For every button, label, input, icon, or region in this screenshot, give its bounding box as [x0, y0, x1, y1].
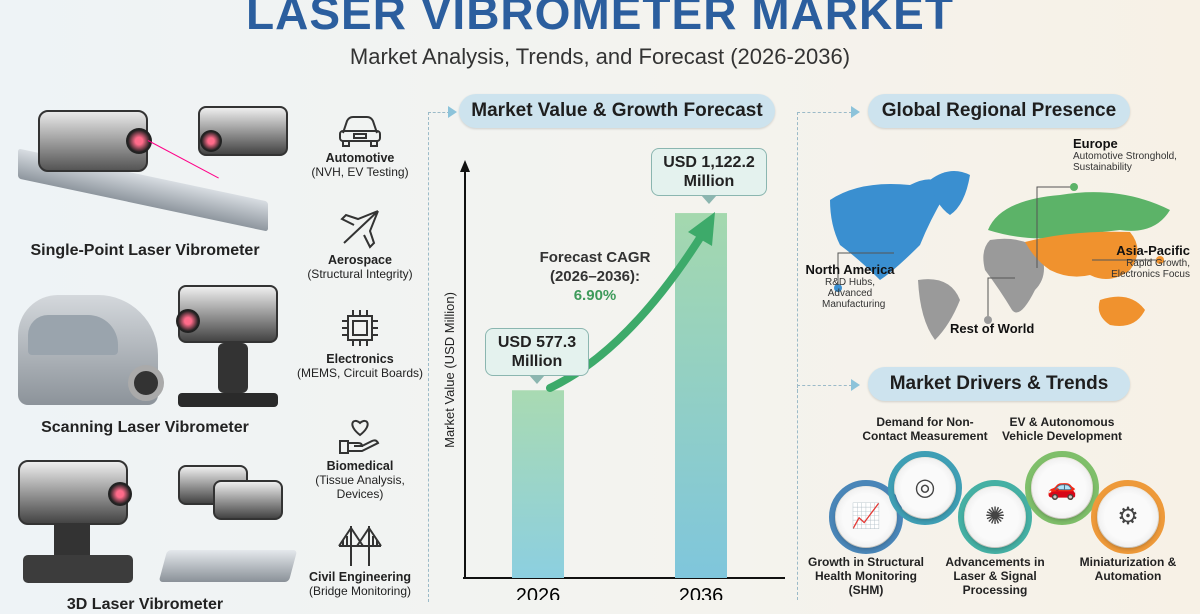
divider: [428, 112, 429, 602]
driver-label: Growth in Structural Health Monitoring (…: [807, 555, 924, 597]
industry-name: Civil Engineering: [308, 570, 412, 584]
cagr-value: 6.90%: [573, 287, 617, 304]
region-detail: Rapid Growth, Electronics Focus: [1111, 258, 1190, 280]
bar-2026: [512, 390, 564, 578]
cagr-annotation: Forecast CAGR (2026–2036): 6.90%: [530, 248, 660, 305]
car-icon: [339, 116, 381, 147]
industry-name: Biomedical: [326, 459, 394, 473]
divider: [797, 385, 852, 386]
arrow-icon: [851, 379, 860, 391]
region-name: Asia-Pacific: [1116, 243, 1190, 258]
arrow-icon: [851, 106, 860, 118]
region-europe[interactable]: [988, 192, 1170, 239]
industry-civil-engineering: Civil Engineering (Bridge Monitoring): [296, 524, 424, 598]
industry-automotive: Automotive (NVH, EV Testing): [296, 113, 424, 179]
bridge-icon: [338, 526, 382, 566]
region-greenland: [930, 171, 970, 215]
section-heading-drivers: Market Drivers & Trends: [868, 367, 1130, 401]
x-tick-label: 2026: [516, 585, 561, 600]
y-axis-arrow-icon: [460, 160, 470, 172]
driver-ring: [1025, 451, 1099, 525]
device-label-single-point: Single-Point Laser Vibrometer: [30, 242, 260, 259]
callout-2036: USD 1,122.2 Million: [651, 148, 767, 204]
region-south-america[interactable]: [918, 279, 960, 340]
driver-ring: [958, 480, 1032, 554]
region-asia-pacific[interactable]: [1025, 231, 1138, 279]
divider: [797, 112, 852, 113]
section-heading-regions: Global Regional Presence: [868, 94, 1130, 128]
industry-biomedical: Biomedical (Tissue Analysis, Devices): [296, 415, 424, 501]
callout-2026: USD 577.3 Million: [485, 328, 589, 384]
page-subtitle: Market Analysis, Trends, and Forecast (2…: [349, 44, 851, 69]
airplane-icon: [340, 210, 379, 249]
industry-aerospace: Aerospace (Structural Integrity): [296, 207, 424, 281]
device-label-3d: 3D Laser Vibrometer: [66, 596, 224, 613]
industry-detail: (Bridge Monitoring): [308, 584, 412, 598]
heart-hand-icon: [339, 419, 380, 454]
driver-label: EV & Autonomous Vehicle Development: [1001, 415, 1123, 443]
region-australia: [1098, 296, 1145, 326]
device-label-scanning: Scanning Laser Vibrometer: [41, 419, 249, 436]
bar-2036: [675, 213, 727, 578]
device-3d-image: [18, 460, 298, 590]
region-label-europe: Europe Automotive Stronghold, Sustainabil…: [1073, 136, 1183, 173]
region-label-rest-of-world: Rest of World: [950, 321, 1034, 336]
cagr-label: Forecast CAGR (2026–2036):: [539, 249, 651, 285]
industry-name: Automotive: [325, 151, 395, 165]
growth-arrow: [546, 226, 709, 392]
industry-name: Aerospace: [328, 253, 392, 267]
region-label-north-america: North America R&D Hubs, Advanced Manufact…: [800, 262, 900, 310]
industry-detail: (Tissue Analysis, Devices): [315, 473, 405, 501]
world-map: [830, 171, 1170, 340]
region-label-asia-pacific: Asia-Pacific Rapid Growth, Electronics Fo…: [1090, 243, 1190, 280]
arrow-icon: [448, 106, 457, 118]
region-north-america[interactable]: [830, 179, 945, 280]
industry-detail: (MEMS, Circuit Boards): [296, 366, 424, 380]
driver-ring: [888, 451, 962, 525]
region-name: Rest of World: [950, 321, 1035, 336]
growth-arrow-head-icon: [688, 212, 715, 246]
industry-name: Electronics: [326, 352, 394, 366]
driver-ring: [1091, 480, 1165, 554]
region-detail: R&D Hubs, Advanced Manufacturing: [822, 277, 886, 310]
divider: [797, 112, 798, 392]
device-single-point-image: [18, 100, 288, 235]
y-axis-label: Market Value (USD Million): [442, 292, 457, 448]
driver-label: Demand for Non-Contact Measurement: [862, 415, 988, 443]
industry-electronics: Electronics (MEMS, Circuit Boards): [296, 308, 424, 380]
driver-label: Miniaturization & Automation: [1079, 555, 1177, 583]
growth-chart-icon: 📈: [836, 487, 896, 547]
driver-ring: [829, 480, 903, 554]
industry-detail: (Structural Integrity): [307, 267, 413, 281]
x-tick-label: 2036: [679, 585, 724, 600]
region-name: North America: [805, 262, 895, 277]
gears-icon: ⚙: [1098, 487, 1158, 547]
divider: [797, 385, 798, 600]
car-icon: 🚗: [1032, 458, 1092, 518]
driver-label: Advancements in Laser & Signal Processin…: [945, 555, 1045, 597]
divider: [428, 112, 450, 113]
section-heading-forecast: Market Value & Growth Forecast: [459, 94, 775, 128]
industry-detail: (NVH, EV Testing): [311, 165, 409, 179]
device-scanning-image: [18, 285, 288, 415]
target-arrows-icon: ◎: [895, 458, 955, 518]
region-detail: Automotive Stronghold, Sustainability: [1073, 151, 1177, 173]
region-africa[interactable]: [983, 238, 1044, 313]
circuit-icon: ✺: [965, 487, 1025, 547]
forecast-bar-chart: Market Value (USD Million) 2026 2036: [442, 160, 785, 600]
chip-icon: [342, 310, 378, 346]
region-name: Europe: [1073, 136, 1118, 151]
page-title: LASER VIBROMETER MARKET: [246, 0, 954, 39]
